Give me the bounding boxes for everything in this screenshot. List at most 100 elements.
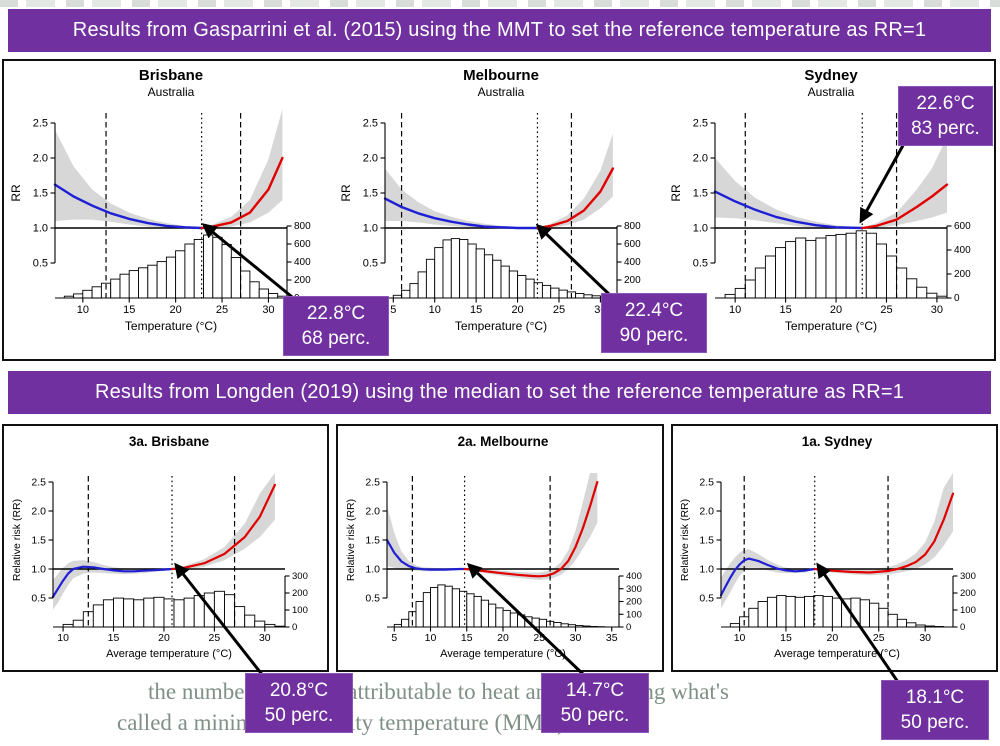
svg-text:1.0: 1.0 bbox=[365, 564, 380, 576]
svg-text:200: 200 bbox=[960, 588, 976, 599]
chart-title: Sydney bbox=[804, 67, 858, 84]
svg-text:200: 200 bbox=[292, 588, 308, 599]
x-axis-title: Temperature (°C) bbox=[454, 319, 546, 333]
y-axis-title: Relative risk (RR) bbox=[679, 499, 691, 581]
svg-text:30: 30 bbox=[930, 304, 942, 316]
chart-slot-longden-brisbane: 10 15 20 25 30 0.5 1.0 1.5 2.0 2.5 0 100 200 300 3a. B… bbox=[4, 429, 327, 665]
svg-text:0.5: 0.5 bbox=[692, 258, 707, 270]
x-axis-title: Average temperature (°C) bbox=[106, 648, 232, 660]
svg-text:1.0: 1.0 bbox=[31, 564, 46, 576]
svg-text:10: 10 bbox=[76, 304, 88, 316]
svg-text:400: 400 bbox=[294, 257, 311, 268]
callout-sydney-median: 18.1°C 50 perc. bbox=[881, 680, 989, 741]
cold-rr-curve bbox=[713, 190, 863, 230]
chart-longden-brisbane: 10 15 20 25 30 0.5 1.0 1.5 2.0 2.5 0 100 200 300 3a. B… bbox=[11, 434, 308, 660]
svg-text:1.5: 1.5 bbox=[362, 188, 377, 200]
clipped-text-strip bbox=[0, 0, 1000, 7]
chart-slot-longden-sydney: 10 15 20 25 30 0.5 1.0 1.5 2.0 2.5 0 100 200 300 1a. S… bbox=[673, 429, 996, 665]
svg-text:25: 25 bbox=[880, 304, 892, 316]
banner-gasparrini: Results from Gasparrini et al. (2015) us… bbox=[8, 9, 991, 52]
svg-text:300: 300 bbox=[626, 584, 642, 595]
svg-text:15: 15 bbox=[780, 632, 792, 644]
svg-text:15: 15 bbox=[107, 632, 119, 644]
confidence-bands bbox=[714, 137, 947, 229]
svg-text:0.5: 0.5 bbox=[700, 593, 715, 605]
svg-text:800: 800 bbox=[294, 221, 311, 232]
svg-text:10: 10 bbox=[425, 632, 437, 644]
callout-temp: 20.8°C bbox=[269, 680, 329, 701]
svg-text:35: 35 bbox=[606, 632, 618, 644]
x-axis-title: Temperature (°C) bbox=[784, 319, 876, 333]
chart-longden-sydney: 10 15 20 25 30 0.5 1.0 1.5 2.0 2.5 0 100 200 300 1a. S… bbox=[679, 434, 976, 660]
svg-text:100: 100 bbox=[626, 609, 642, 620]
svg-text:200: 200 bbox=[294, 275, 311, 286]
svg-text:5: 5 bbox=[390, 304, 396, 316]
svg-text:25: 25 bbox=[208, 632, 220, 644]
svg-text:20: 20 bbox=[827, 632, 839, 644]
svg-text:300: 300 bbox=[960, 571, 976, 582]
y-axis-title: RR bbox=[669, 184, 683, 202]
svg-text:1.5: 1.5 bbox=[365, 535, 380, 547]
axis-labels: 10152025300.51.01.52.02.50200400600800Br… bbox=[9, 67, 311, 333]
svg-text:1.0: 1.0 bbox=[32, 223, 47, 235]
longden-panel-sydney: 10 15 20 25 30 0.5 1.0 1.5 2.0 2.5 0 100 200 300 1a. S… bbox=[670, 424, 998, 672]
axis-labels: 510152025300.51.01.52.02.50200400600800M… bbox=[339, 67, 641, 333]
svg-text:2.0: 2.0 bbox=[362, 153, 377, 165]
svg-text:0: 0 bbox=[626, 622, 631, 633]
callout-percentile: 50 perc. bbox=[264, 705, 334, 727]
svg-text:200: 200 bbox=[626, 597, 642, 608]
svg-text:30: 30 bbox=[570, 632, 582, 644]
chart-slot-longden-melbourne: 5 10 15 20 25 30 35 0.5 1.0 1.5 2.0 2.5 0 100 200 300 40… bbox=[338, 429, 661, 665]
svg-text:0: 0 bbox=[954, 293, 960, 304]
callout-percentile: 50 perc. bbox=[900, 712, 970, 734]
chart-slot-gasparrini-sydney: 10 15 20 25 30 0.5 1.0 1.5 2.0 2.5 0 200 400 600 Sydne… bbox=[664, 61, 994, 359]
temperature-histogram bbox=[724, 230, 947, 299]
axis-labels: 10 15 20 25 30 0.5 1.0 1.5 2.0 2.5 0 200 400 600 Sydne… bbox=[669, 67, 971, 333]
svg-text:20: 20 bbox=[511, 304, 523, 316]
confidence-bands bbox=[52, 473, 275, 610]
svg-text:15: 15 bbox=[123, 304, 135, 316]
svg-text:2.5: 2.5 bbox=[362, 118, 377, 130]
svg-text:15: 15 bbox=[779, 304, 791, 316]
callout-melbourne-median: 14.7°C 50 perc. bbox=[541, 673, 649, 734]
svg-text:25: 25 bbox=[215, 304, 227, 316]
cold-rr-curve bbox=[720, 557, 817, 597]
gasparrini-chart-row: 10 15 20 25 30 0.5 1.0 1.5 2.0 2.5 0 200 400 600 800 Br… bbox=[4, 61, 994, 359]
chart-subtitle: Australia bbox=[477, 85, 524, 99]
chart-title: 1a. Sydney bbox=[802, 434, 873, 449]
callout-percentile: 90 perc. bbox=[619, 325, 689, 347]
callout-percentile: 83 perc. bbox=[911, 118, 980, 140]
svg-text:2.0: 2.0 bbox=[32, 153, 47, 165]
callout-brisbane-median: 20.8°C 50 perc. bbox=[245, 673, 353, 734]
svg-text:15: 15 bbox=[461, 632, 473, 644]
y-axis-title: RR bbox=[9, 184, 23, 202]
svg-text:0.5: 0.5 bbox=[31, 593, 46, 605]
svg-text:100: 100 bbox=[960, 605, 976, 616]
svg-text:1.0: 1.0 bbox=[362, 223, 377, 235]
callout-percentile: 68 perc. bbox=[301, 328, 371, 350]
svg-text:100: 100 bbox=[292, 605, 308, 616]
svg-text:2.0: 2.0 bbox=[692, 153, 707, 165]
callout-melbourne-mmt: 22.4°C 90 perc. bbox=[601, 293, 707, 354]
axes bbox=[710, 122, 951, 303]
longden-panel-melbourne: 5 10 15 20 25 30 35 0.5 1.0 1.5 2.0 2.5 0 100 200 300 40… bbox=[336, 424, 664, 672]
svg-text:20: 20 bbox=[497, 632, 509, 644]
banner-longden: Results from Longden (2019) using the me… bbox=[8, 371, 991, 414]
svg-text:800: 800 bbox=[624, 221, 641, 232]
confidence-bands bbox=[54, 109, 282, 229]
svg-text:600: 600 bbox=[294, 239, 311, 250]
temperature-histogram bbox=[392, 238, 617, 299]
svg-text:600: 600 bbox=[954, 221, 971, 232]
x-axis-title: Temperature (°C) bbox=[124, 319, 216, 333]
cold-rr-curve bbox=[53, 183, 203, 230]
svg-text:400: 400 bbox=[954, 245, 971, 256]
temperature-histogram bbox=[63, 234, 287, 299]
temperature-histogram bbox=[62, 590, 286, 628]
callout-temp: 14.7°C bbox=[565, 680, 625, 701]
svg-text:600: 600 bbox=[624, 239, 641, 250]
svg-text:0.5: 0.5 bbox=[32, 258, 47, 270]
svg-text:2.5: 2.5 bbox=[692, 118, 707, 130]
longden-chart-row: 10 15 20 25 30 0.5 1.0 1.5 2.0 2.5 0 100 200 300 3a. B… bbox=[2, 424, 998, 672]
chart-title: Melbourne bbox=[463, 67, 539, 84]
